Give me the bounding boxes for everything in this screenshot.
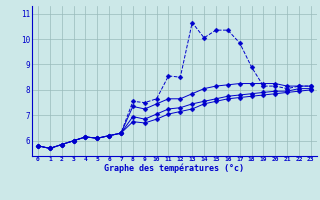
- X-axis label: Graphe des températures (°c): Graphe des températures (°c): [104, 164, 244, 173]
